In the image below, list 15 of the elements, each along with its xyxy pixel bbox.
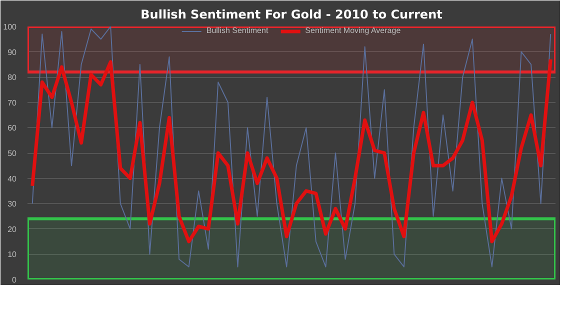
y-tick-label: 90 bbox=[8, 48, 18, 57]
y-tick-label: 50 bbox=[8, 149, 18, 158]
y-tick-label: 80 bbox=[8, 73, 18, 82]
y-tick-label: 30 bbox=[8, 200, 18, 209]
line-series bbox=[30, 58, 552, 244]
y-tick-label: 60 bbox=[8, 124, 18, 133]
y-tick-label: 70 bbox=[8, 98, 18, 108]
chart-title: Bullish Sentiment For Gold - 2010 to Current bbox=[140, 8, 443, 22]
y-tick-label: 0 bbox=[12, 276, 18, 284]
legend-label: Bullish Sentiment bbox=[206, 26, 268, 35]
y-tick-label: 10 bbox=[8, 250, 18, 260]
y-tick-label: 100 bbox=[3, 22, 18, 32]
y-tick-label: 20 bbox=[8, 224, 18, 234]
legend-label: Sentiment Moving Average bbox=[305, 26, 401, 35]
y-tick-label: 40 bbox=[8, 174, 18, 184]
